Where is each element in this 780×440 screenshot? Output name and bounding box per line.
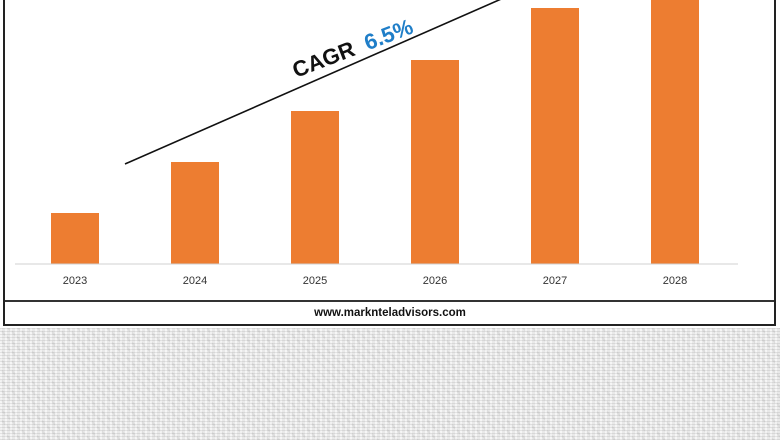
chart-frame xyxy=(3,0,776,326)
cagr-prefix: CAGR xyxy=(289,36,359,83)
bar-2027 xyxy=(531,8,579,264)
bars-group xyxy=(51,0,699,264)
tick-label-2026: 2026 xyxy=(423,275,447,287)
tick-label-2023: 2023 xyxy=(63,275,87,287)
bar-2023 xyxy=(51,213,99,264)
bar-2024 xyxy=(171,162,219,264)
bar-2028 xyxy=(651,0,699,264)
bar-chart: 2023 2024 2025 2026 2027 2028 CAGR 6.5% xyxy=(15,0,738,287)
tick-label-2024: 2024 xyxy=(183,275,207,287)
bar-2026 xyxy=(411,60,459,264)
cagr-trend-line xyxy=(124,0,501,165)
tick-label-2028: 2028 xyxy=(663,275,687,287)
tick-label-2027: 2027 xyxy=(543,275,567,287)
website-url: www.marknteladvisors.com xyxy=(314,307,466,319)
noise-band xyxy=(0,328,780,440)
footer-divider xyxy=(5,300,774,302)
tick-label-2025: 2025 xyxy=(303,275,327,287)
cagr-annotation: CAGR 6.5% xyxy=(289,14,417,83)
bar-2025 xyxy=(291,111,339,264)
x-tick-labels: 2023 2024 2025 2026 2027 2028 xyxy=(63,275,687,287)
